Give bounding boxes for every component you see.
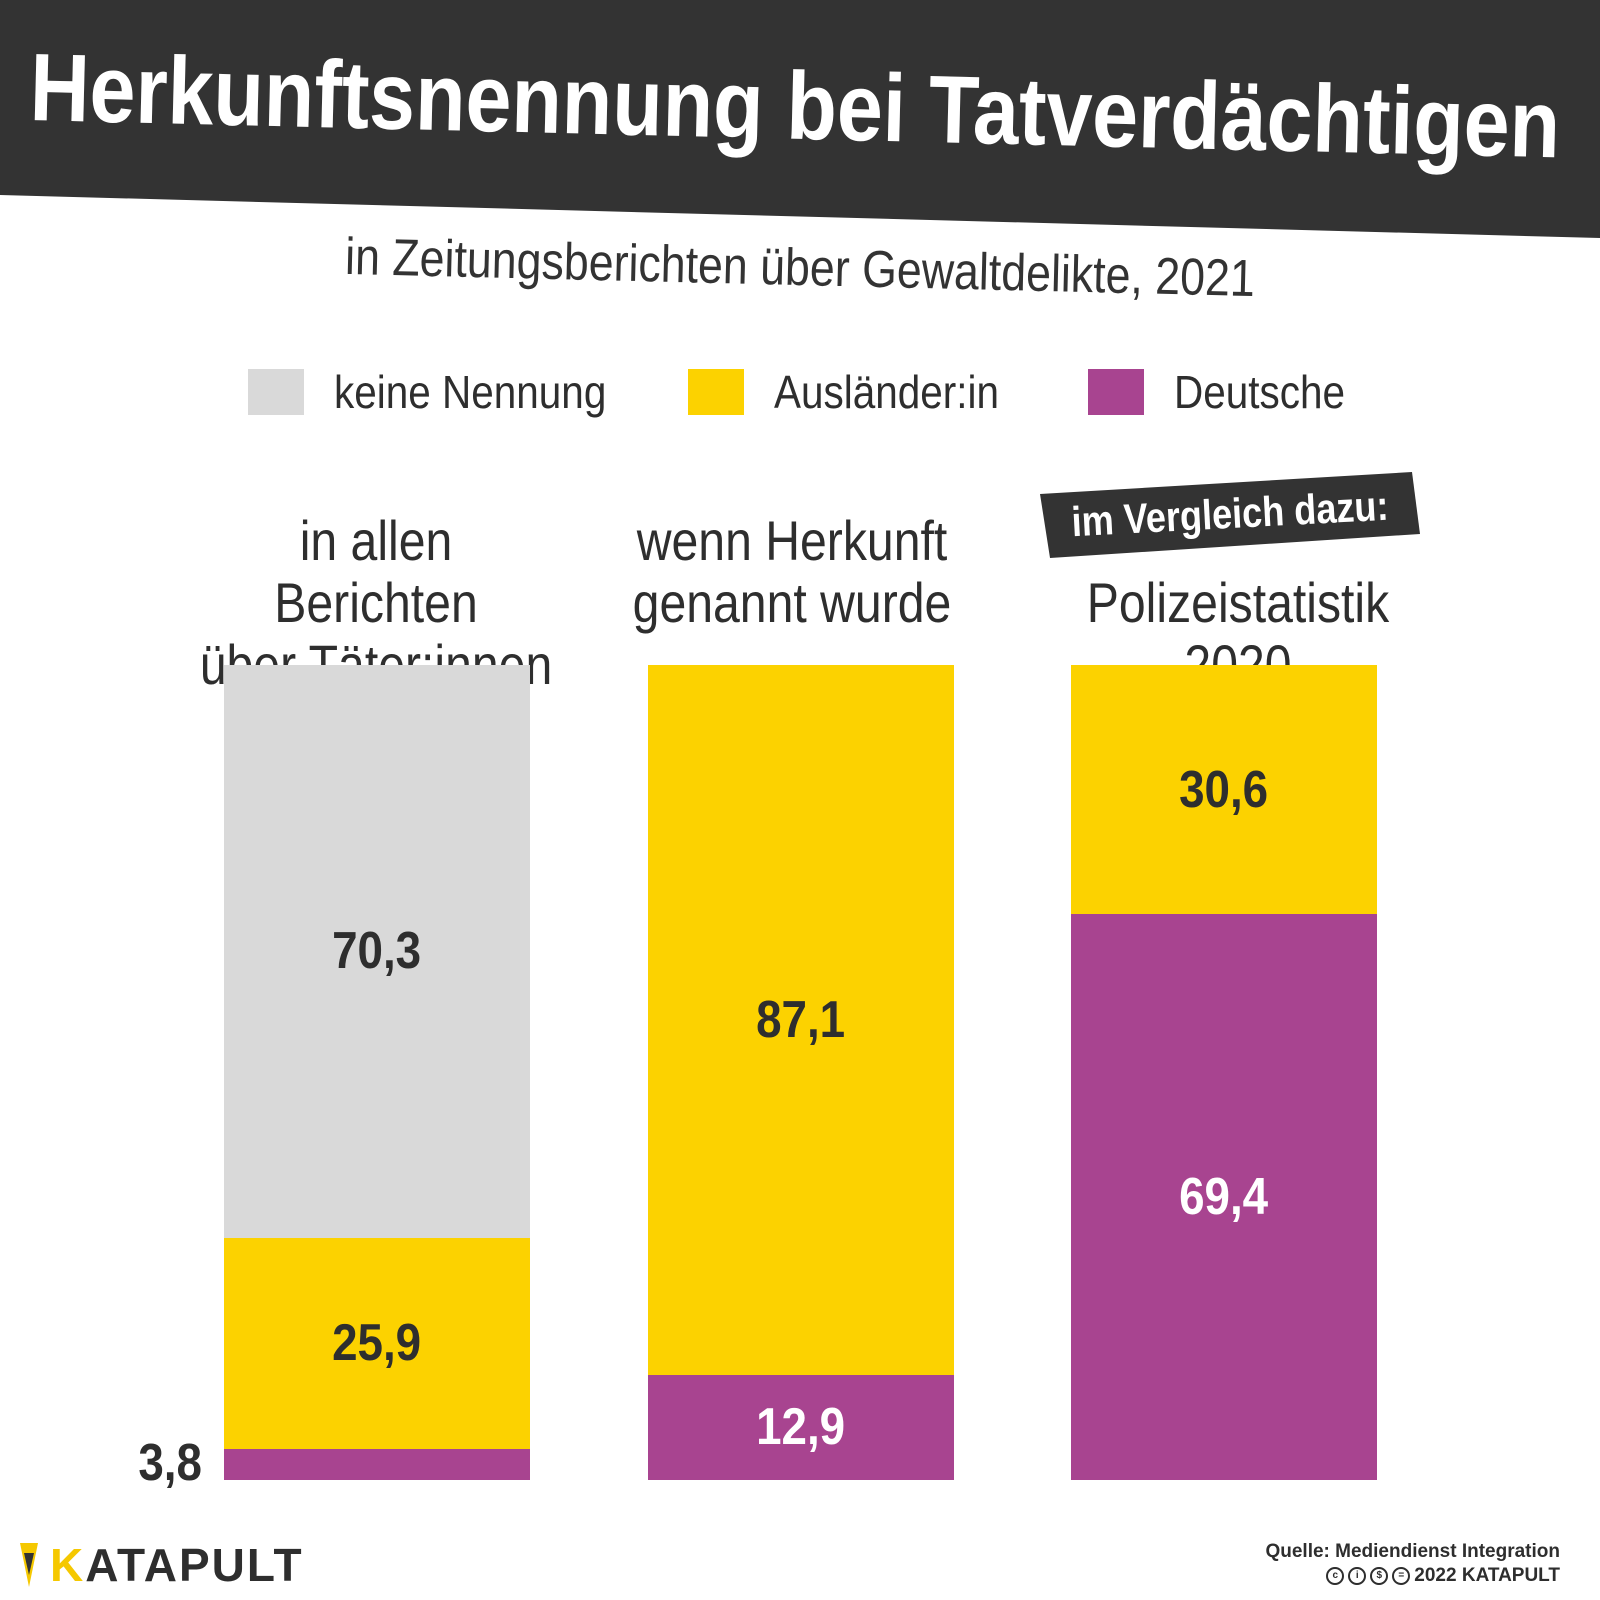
- bar-segment-foreigner-0: 25,9: [224, 1237, 530, 1450]
- data-label-german-1: 12,9: [756, 1398, 846, 1457]
- katapult-wordmark: KATAPULT: [50, 1538, 304, 1592]
- column-heading-origin-named: wenn Herkunft genannt wurde: [611, 510, 972, 634]
- legend-label-foreigner: Ausländer:in: [774, 366, 1000, 418]
- katapult-torch-icon: [20, 1543, 38, 1587]
- legend-label-none: keine Nennung: [334, 366, 607, 418]
- cc-by-icon: i: [1348, 1567, 1367, 1585]
- comparison-tag-shape: [1040, 472, 1420, 558]
- legend: keine Nennung Ausländer:in Deutsche: [0, 362, 1600, 422]
- legend-item-none: keine Nennung: [248, 362, 643, 422]
- bar-segment-none-0: 70,3: [224, 665, 530, 1238]
- data-label-foreigner-1: 87,1: [756, 990, 846, 1049]
- copyright-text: 2022 KATAPULT: [1414, 1565, 1560, 1586]
- title-band-shape: [0, 0, 1600, 238]
- katapult-wordmark-k: K: [50, 1539, 86, 1591]
- legend-item-german: Deutsche: [1088, 362, 1368, 422]
- cc-icon: c: [1326, 1567, 1345, 1585]
- data-label-german-0: 3,8: [138, 1433, 202, 1492]
- bar-segment-foreigner-2: 30,6: [1071, 665, 1377, 915]
- column-heading-origin-named-line2: genannt wurde: [632, 571, 952, 634]
- cc-nc-icon: $: [1370, 1567, 1389, 1585]
- title-band: Herkunftsnennung bei Tatverdächtigen: [0, 0, 1600, 240]
- bar-segment-foreigner-1: 87,1: [648, 665, 954, 1375]
- license-row: c i $ = 2022 KATAPULT: [1265, 1564, 1560, 1588]
- bar-segment-german-1: 12,9: [648, 1374, 954, 1480]
- legend-label-german: Deutsche: [1174, 366, 1346, 418]
- legend-swatch-none: [248, 369, 304, 415]
- katapult-logo: KATAPULT: [18, 1538, 304, 1592]
- data-label-none-0: 70,3: [332, 922, 422, 981]
- legend-item-foreigner: Ausländer:in: [688, 362, 1030, 422]
- cc-nd-icon: =: [1392, 1567, 1411, 1585]
- comparison-tag: im Vergleich dazu:: [1040, 472, 1420, 558]
- column-heading-all-reports-line1: in allen Berichten: [274, 509, 478, 634]
- katapult-wordmark-rest: ATAPULT: [85, 1539, 304, 1591]
- column-heading-origin-named-line1: wenn Herkunft: [636, 509, 948, 572]
- legend-swatch-german: [1088, 369, 1144, 415]
- data-label-foreigner-0: 25,9: [332, 1314, 422, 1373]
- bar-segment-german-0: [224, 1449, 530, 1480]
- data-label-foreigner-2: 30,6: [1179, 760, 1269, 819]
- bar-segment-german-2: 69,4: [1071, 914, 1377, 1480]
- source-text: Quelle: Mediendienst Integration: [1265, 1541, 1560, 1562]
- source-credit: Quelle: Mediendienst Integration c i $ =…: [1265, 1540, 1560, 1588]
- data-label-german-2: 69,4: [1179, 1168, 1269, 1227]
- legend-swatch-foreigner: [688, 369, 744, 415]
